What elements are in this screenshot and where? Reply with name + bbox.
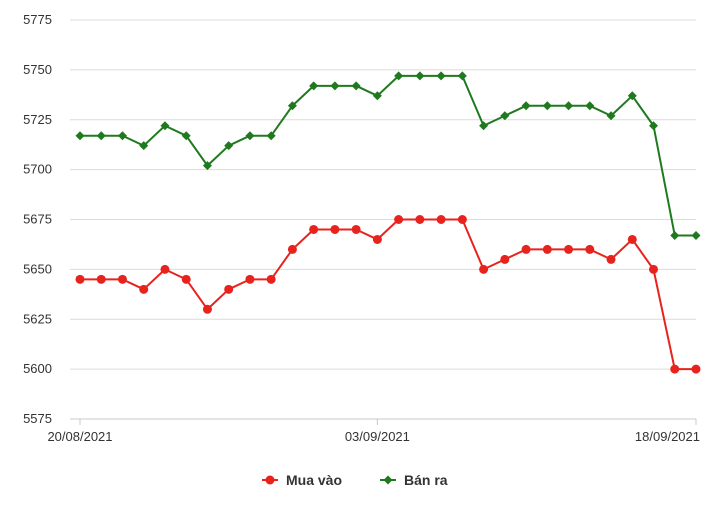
x-tick-label: 20/08/2021 <box>47 429 112 444</box>
data-point[interactable] <box>245 274 255 284</box>
data-point[interactable] <box>160 264 170 274</box>
data-point[interactable] <box>564 244 574 254</box>
y-tick-label: 5650 <box>23 261 52 276</box>
data-point[interactable] <box>287 101 297 111</box>
legend-marker <box>265 475 275 485</box>
data-point[interactable] <box>691 230 701 240</box>
data-point[interactable] <box>691 364 701 374</box>
y-tick-label: 5775 <box>23 12 52 27</box>
data-point[interactable] <box>394 215 404 224</box>
series-ban-ra <box>75 71 701 240</box>
data-point[interactable] <box>542 244 552 254</box>
data-point[interactable] <box>351 224 361 234</box>
data-point[interactable] <box>309 81 319 91</box>
series-mua-vao <box>75 215 701 374</box>
data-point[interactable] <box>457 215 467 224</box>
data-point[interactable] <box>245 131 255 141</box>
data-point[interactable] <box>202 304 212 314</box>
data-point[interactable] <box>181 131 191 141</box>
data-point[interactable] <box>479 121 489 131</box>
y-tick-label: 5725 <box>23 112 52 127</box>
legend-item-ban-ra[interactable]: Bán ra <box>380 472 448 488</box>
data-point[interactable] <box>330 81 340 91</box>
data-point[interactable] <box>139 284 149 294</box>
legend-label: Mua vào <box>286 472 342 488</box>
data-point[interactable] <box>117 131 127 141</box>
data-point[interactable] <box>75 131 85 141</box>
data-point[interactable] <box>415 215 425 224</box>
data-point[interactable] <box>479 264 489 274</box>
data-point[interactable] <box>627 234 637 244</box>
legend-label: Bán ra <box>404 472 448 488</box>
data-point[interactable] <box>75 274 85 284</box>
data-point[interactable] <box>521 244 531 254</box>
x-tick-label: 18/09/2021 <box>635 429 700 444</box>
x-tick-label: 03/09/2021 <box>345 429 410 444</box>
y-tick-label: 5625 <box>23 311 52 326</box>
y-tick-label: 5575 <box>23 411 52 426</box>
data-point[interactable] <box>139 141 149 151</box>
data-point[interactable] <box>287 244 297 254</box>
data-point[interactable] <box>627 91 637 101</box>
data-point[interactable] <box>96 274 106 284</box>
data-point[interactable] <box>202 161 212 171</box>
data-point[interactable] <box>521 101 531 111</box>
series-line <box>80 218 696 371</box>
data-point[interactable] <box>500 111 510 121</box>
data-point[interactable] <box>96 131 106 141</box>
data-point[interactable] <box>266 131 276 141</box>
data-point[interactable] <box>372 234 382 244</box>
series-line <box>80 74 696 237</box>
legend-item-mua-vao[interactable]: Mua vào <box>262 472 342 488</box>
data-point[interactable] <box>394 71 404 81</box>
y-tick-label: 5750 <box>23 62 52 77</box>
y-tick-label: 5600 <box>23 361 52 376</box>
axes: 5575 5600 5625 5650 5675 5700 5725 5750 5775 20/0… <box>23 12 700 444</box>
data-point[interactable] <box>436 71 446 81</box>
data-point[interactable] <box>585 101 595 111</box>
data-point[interactable] <box>670 364 680 374</box>
data-point[interactable] <box>542 101 552 111</box>
data-point[interactable] <box>351 81 361 91</box>
gridlines <box>70 19 696 420</box>
data-point[interactable] <box>181 274 191 284</box>
data-point[interactable] <box>372 91 382 101</box>
data-point[interactable] <box>649 121 659 131</box>
y-tick-label: 5700 <box>23 162 52 177</box>
y-tick-label: 5675 <box>23 212 52 227</box>
data-point[interactable] <box>670 230 680 240</box>
data-point[interactable] <box>160 121 170 131</box>
legend: Mua vào Bán ra <box>262 472 448 488</box>
data-point[interactable] <box>224 284 234 294</box>
data-point[interactable] <box>436 215 446 224</box>
data-point[interactable] <box>309 224 319 234</box>
data-point[interactable] <box>457 71 467 81</box>
data-point[interactable] <box>224 141 234 151</box>
data-point[interactable] <box>649 264 659 274</box>
data-point[interactable] <box>500 254 510 264</box>
series-layer <box>75 71 701 374</box>
data-point[interactable] <box>330 224 340 234</box>
data-point[interactable] <box>606 254 616 264</box>
legend-marker <box>383 475 393 485</box>
data-point[interactable] <box>585 244 595 254</box>
data-point[interactable] <box>606 111 616 121</box>
data-point[interactable] <box>266 274 276 284</box>
data-point[interactable] <box>415 71 425 81</box>
data-point[interactable] <box>117 274 127 284</box>
data-point[interactable] <box>564 101 574 111</box>
